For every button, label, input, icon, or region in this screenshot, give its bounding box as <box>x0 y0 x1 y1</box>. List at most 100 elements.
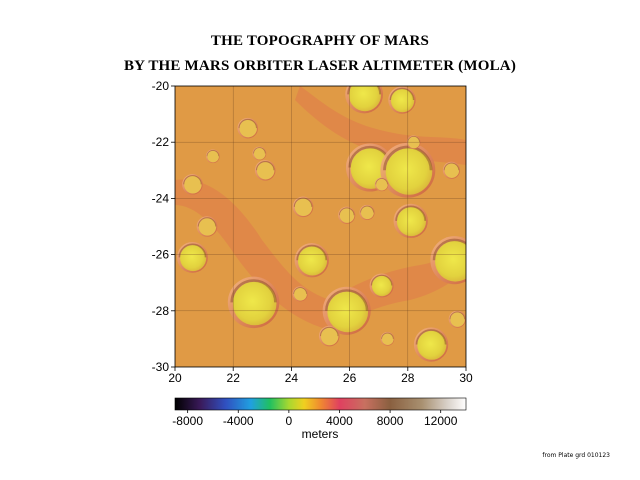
map-frame <box>174 85 467 368</box>
crater <box>196 216 218 237</box>
crater-floor <box>320 327 339 346</box>
crater-shadow <box>449 311 465 320</box>
crater <box>393 203 428 239</box>
crater <box>430 236 466 285</box>
crater-floor <box>297 246 328 276</box>
crater-floor <box>450 312 465 327</box>
crater-shadow <box>415 329 447 345</box>
crater-floor <box>385 148 433 195</box>
colorbar-scale <box>174 397 467 411</box>
crater-shadow <box>381 332 394 339</box>
crater <box>227 276 280 329</box>
y-tick-label: -26 <box>152 248 170 262</box>
crater-shadow <box>293 197 313 207</box>
crater <box>292 286 308 302</box>
crater-shadow <box>389 87 415 101</box>
colorbar-tick-label: 12000 <box>424 414 458 428</box>
crater <box>413 327 449 362</box>
crater-floor <box>444 163 460 178</box>
crater-floor <box>207 150 219 163</box>
colorbar-tick-label: 8000 <box>377 414 404 428</box>
crater <box>292 196 314 218</box>
crater-shadow <box>407 135 420 143</box>
crater-shadow <box>319 326 339 337</box>
topography-map <box>175 86 466 367</box>
crater <box>388 86 416 114</box>
crater-floor <box>360 206 374 220</box>
y-tick-label: -30 <box>152 360 170 374</box>
crater <box>318 325 340 347</box>
crater-floor <box>198 218 217 236</box>
crater <box>369 273 394 298</box>
x-tick-label: 30 <box>459 371 473 385</box>
map-subtitle: BY THE MARS ORBITER LASER ALTIMETER (MOL… <box>123 58 517 74</box>
crater <box>380 332 395 346</box>
crater-floor <box>417 330 447 360</box>
crater-floor <box>390 88 415 113</box>
crater-floor <box>348 86 381 112</box>
map-gridlines <box>175 86 466 367</box>
crater <box>442 161 461 179</box>
crater-floor <box>180 244 207 272</box>
crater-floor <box>294 198 313 216</box>
crater <box>205 149 220 164</box>
crater-shadow <box>206 150 220 157</box>
crater-floor <box>408 136 420 149</box>
crater-floor <box>256 162 275 180</box>
colorbar-tick-label: -4000 <box>223 414 254 428</box>
crater-shadow <box>293 287 307 294</box>
crater-shadow <box>370 274 393 286</box>
colorbar-tick-label: 0 <box>286 414 293 428</box>
crater-shadow <box>230 279 277 303</box>
map-title: THE TOPOGRAPHY OF MARS <box>210 33 430 49</box>
colorbar-ticks: -8000 -4000 0 4000 8000 12000 <box>172 410 458 428</box>
x-tick-label: 26 <box>343 371 357 385</box>
colorbar-tick-label: 4000 <box>326 414 353 428</box>
highland-region <box>295 86 466 165</box>
crater <box>359 204 375 221</box>
x-tick-label: 28 <box>401 371 415 385</box>
crater <box>345 86 384 114</box>
crater-floor <box>396 207 426 237</box>
crater-floor <box>339 208 355 223</box>
crater-shadow <box>325 289 369 311</box>
y-tick-label: -28 <box>152 304 170 318</box>
x-tick-label: 22 <box>227 371 241 385</box>
crater <box>294 243 329 278</box>
crater-shadow <box>432 238 466 261</box>
crater-floor <box>253 147 266 160</box>
crater-floor <box>239 119 257 138</box>
colorbar: -8000 -4000 0 4000 8000 12000 meters <box>172 397 467 441</box>
crater-floor <box>381 333 394 346</box>
crater <box>177 241 208 273</box>
crater <box>338 206 356 224</box>
crater-shadow <box>178 243 207 258</box>
crater <box>237 117 259 139</box>
crater <box>374 177 389 192</box>
crater-floor <box>327 291 369 333</box>
crater <box>182 174 203 195</box>
crater-shadow <box>338 207 355 216</box>
crater-floor <box>371 275 393 297</box>
colorbar-unit-label: meters <box>302 427 339 441</box>
y-tick-label: -20 <box>152 79 170 93</box>
crater-floor <box>294 287 307 301</box>
x-axis-ticks: 20 22 24 26 28 30 <box>168 367 473 385</box>
crater <box>406 135 421 150</box>
colorbar-tick-label: -8000 <box>172 414 203 428</box>
crater <box>252 146 267 161</box>
terrain-shading <box>175 86 466 367</box>
y-tick-label: -22 <box>152 135 170 149</box>
crater-floor <box>184 176 202 194</box>
crater <box>254 159 276 181</box>
crater-shadow <box>360 205 374 213</box>
y-axis-ticks: -20 -22 -24 -26 -28 -30 <box>152 79 175 374</box>
crater-shadow <box>443 162 460 171</box>
crater-shadow <box>197 217 217 227</box>
crater-floor <box>232 281 277 326</box>
y-tick-label: -24 <box>152 191 170 205</box>
x-tick-label: 20 <box>168 371 182 385</box>
source-credit: from Plate grd 010123 <box>542 452 610 459</box>
crater-shadow <box>395 205 427 221</box>
